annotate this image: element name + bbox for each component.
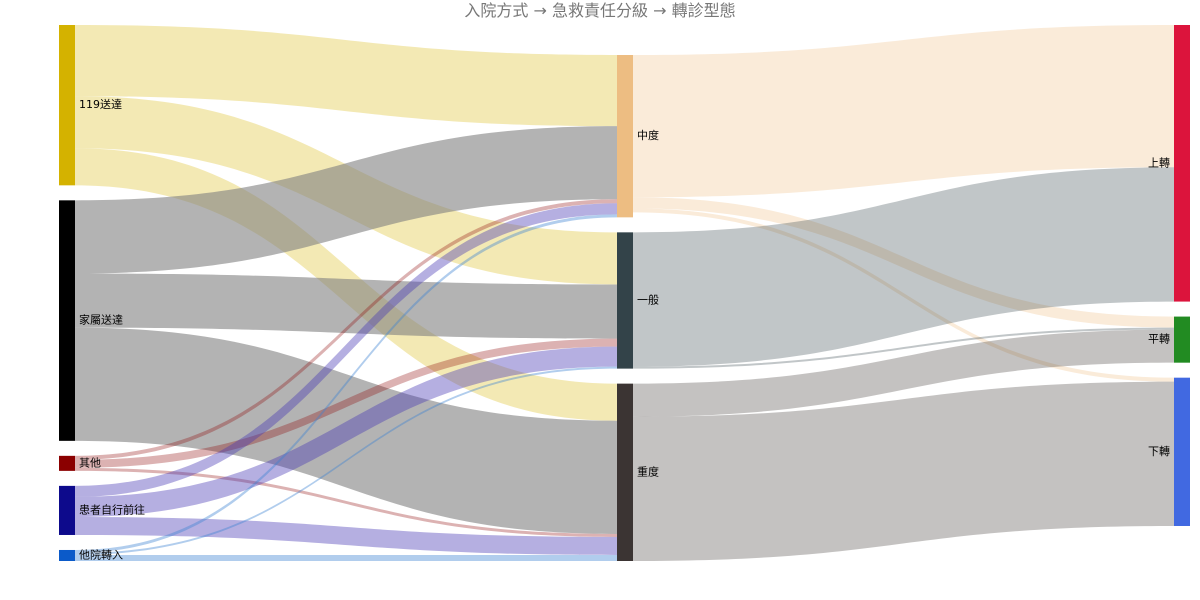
node-label-ndown: 下轉 <box>1148 445 1170 458</box>
link-nself-ngen[interactable] <box>75 346 617 517</box>
node-label-nup: 上轉 <box>1148 156 1170 169</box>
chart-title: 入院方式 → 急救責任分級 → 轉診型態 <box>464 1 736 20</box>
link-ngen-nup[interactable] <box>633 167 1174 367</box>
node-n119[interactable] <box>59 25 75 186</box>
link-nfam-ngen[interactable] <box>75 273 617 339</box>
node-label-n119: 119送達 <box>79 97 122 111</box>
link-nfam-nmid[interactable] <box>75 126 617 274</box>
node-nsev[interactable] <box>617 383 633 561</box>
link-n119-nmid[interactable] <box>75 25 617 127</box>
node-nself[interactable] <box>59 485 75 535</box>
node-label-nhosp: 他院轉入 <box>79 547 123 561</box>
node-label-noth: 其他 <box>79 456 101 469</box>
node-label-nmid: 中度 <box>637 128 659 142</box>
link-noth-ngen[interactable] <box>75 338 617 468</box>
link-nsev-nflat[interactable] <box>633 329 1174 417</box>
node-nfam[interactable] <box>59 200 75 441</box>
link-nsev-ndown[interactable] <box>633 381 1174 561</box>
node-nflat[interactable] <box>1174 316 1190 363</box>
node-ngen[interactable] <box>617 232 633 369</box>
node-label-nflat: 平轉 <box>1148 333 1170 346</box>
link-noth-nmid[interactable] <box>75 199 617 460</box>
link-nhosp-ngen[interactable] <box>75 366 617 555</box>
link-nhosp-nmid[interactable] <box>75 214 617 553</box>
node-nup[interactable] <box>1174 25 1190 302</box>
node-noth[interactable] <box>59 455 75 471</box>
link-nhosp-nsev[interactable] <box>75 554 617 561</box>
link-noth-nsev[interactable] <box>75 467 617 537</box>
link-nself-nmid[interactable] <box>75 203 617 497</box>
link-nfam-nsev[interactable] <box>75 327 617 534</box>
link-nmid-nflat[interactable] <box>633 197 1174 328</box>
link-ngen-nflat[interactable] <box>633 327 1174 369</box>
sankey-links <box>75 25 1174 561</box>
node-label-ngen: 一般 <box>637 293 659 306</box>
link-nmid-ndown[interactable] <box>633 208 1174 382</box>
node-label-nsev: 重度 <box>637 464 659 478</box>
link-nmid-nup[interactable] <box>633 25 1174 198</box>
node-nmid[interactable] <box>617 55 633 218</box>
link-nself-nsev[interactable] <box>75 516 617 555</box>
node-nhosp[interactable] <box>59 549 75 561</box>
node-label-nfam: 家屬送達 <box>79 313 123 327</box>
node-label-nself: 患者自行前往 <box>79 502 145 516</box>
node-ndown[interactable] <box>1174 377 1190 526</box>
